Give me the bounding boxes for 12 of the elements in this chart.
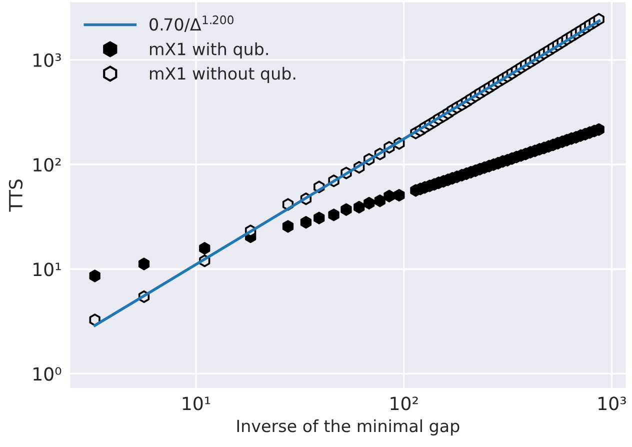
x-tick-label: 10¹ — [182, 396, 210, 410]
x-tick-label: 10² — [390, 396, 418, 410]
legend-label: mX1 without qub. — [150, 66, 296, 83]
legend-label: 0.70/Δ$^{1.200}$ — [150, 15, 234, 32]
y-axis-title: TTS — [8, 180, 23, 212]
legend-label: mX1 with qub. — [150, 42, 268, 59]
y-tick-label: 10¹ — [34, 262, 61, 276]
y-tick-label: 10³ — [34, 53, 61, 68]
x-tick-label: 10³ — [598, 396, 626, 410]
y-tick-label: 10² — [34, 158, 61, 172]
y-tick-label: 10⁰ — [34, 367, 62, 381]
x-axis-title: Inverse of the minimal gap — [237, 419, 460, 436]
